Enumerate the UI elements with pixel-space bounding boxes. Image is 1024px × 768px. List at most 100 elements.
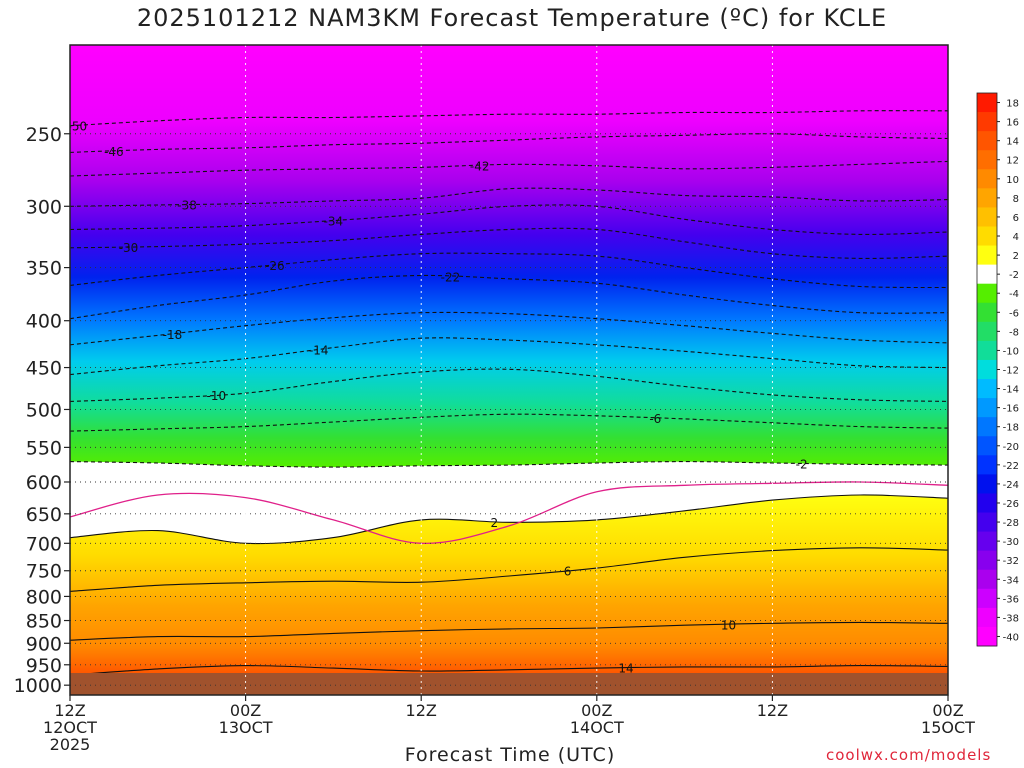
x-tick-label: 14OCT (570, 718, 624, 737)
colorbar-swatch (977, 550, 997, 571)
warm-layer-region (70, 494, 948, 695)
isotherm-contours: -50-46-42-38-34-30-26-22-18-14-10-6-2261… (68, 110, 948, 676)
colorbar-swatch (977, 417, 997, 437)
colorbar-label: 10 (1006, 175, 1019, 186)
colorbar-swatch (977, 321, 997, 342)
y-tick-label: 400 (26, 311, 62, 333)
x-tick-label: 2025 (50, 735, 91, 754)
cold-isotherm-label: -42 (470, 159, 490, 173)
colorbar-label: -8 (1009, 327, 1019, 338)
colorbar-swatch (977, 226, 997, 246)
plot-frame (69, 44, 949, 696)
colorbar-swatch (977, 150, 997, 170)
x-tick-label: 12Z (757, 701, 788, 720)
ground-below-surface (70, 673, 948, 695)
credit-link[interactable]: coolwx.com/models (826, 746, 992, 764)
warm-isotherm-contour (70, 665, 948, 676)
colorbar-swatch (977, 283, 997, 304)
cold-isotherm-label: -34 (324, 215, 344, 229)
colorbar-label: -26 (1003, 499, 1019, 510)
colorbar-label: -12 (1003, 366, 1019, 377)
cold-isotherm-label: -2 (796, 457, 808, 471)
colorbar-swatch (977, 398, 997, 418)
y-tick-label: 600 (26, 472, 62, 494)
zero-degree-line (70, 481, 948, 544)
colorbar-label: -24 (1003, 480, 1019, 491)
cold-isotherm-label: -38 (177, 199, 197, 213)
colorbar: 18 16 14 12 10 8 6 4 2 -2 -4 -6 -8 -10 -12 -14 -16 -18 -20… (976, 92, 1019, 647)
x-tick-label: 15OCT (921, 718, 975, 737)
y-tick-label: 250 (26, 124, 62, 146)
y-tick-label: 950 (26, 655, 62, 677)
warm-isotherm-label: 6 (564, 565, 572, 579)
cold-isotherm-contour (70, 160, 948, 177)
colorbar-swatch (977, 379, 997, 399)
colorbar-swatch (977, 531, 997, 552)
warm-isotherm-contour (70, 494, 948, 545)
warm-isotherm-label: 14 (618, 662, 633, 676)
cold-isotherm-label: -50 (68, 119, 88, 133)
cold-isotherm-label: -10 (207, 389, 227, 403)
chart-title: 2025101212 NAM3KM Forecast Temperature (… (136, 4, 888, 32)
cold-isotherm-contour (70, 337, 948, 376)
y-tick-label: 300 (26, 196, 62, 218)
colorbar-label: -16 (1003, 404, 1019, 415)
colorbar-label: 18 (1006, 99, 1019, 110)
colorbar-label: -36 (1003, 594, 1019, 605)
colorbar-swatch (977, 207, 997, 227)
colorbar-swatch (977, 93, 997, 113)
colorbar-label: 6 (1013, 213, 1019, 224)
x-tick-label: 00Z (581, 701, 612, 720)
colorbar-swatch (977, 436, 997, 456)
y-tick-label: 800 (26, 586, 62, 608)
colorbar-swatch (977, 569, 997, 590)
warm-isotherm-contour (70, 547, 948, 592)
colorbar-label: 8 (1013, 194, 1019, 205)
cold-isotherm-contour (70, 413, 948, 432)
cold-isotherm-label: -18 (163, 328, 183, 342)
y-tick-label: 700 (26, 533, 62, 555)
x-tick-label: 12Z (54, 701, 85, 720)
cold-isotherm-contour (70, 110, 948, 127)
colorbar-swatch (977, 112, 997, 132)
colorbar-label: -2 (1009, 270, 1019, 281)
y-tick-label: 550 (26, 437, 62, 459)
colorbar-label: -20 (1003, 442, 1019, 453)
colorbar-swatch (977, 607, 997, 628)
x-axis-label: Forecast Time (UTC) (404, 744, 616, 766)
colorbar-label: 14 (1006, 137, 1019, 148)
y-tick-label: 900 (26, 633, 62, 655)
cold-isotherm-label: -26 (265, 259, 285, 273)
cold-isotherm-contour (70, 133, 948, 153)
cold-isotherm-label: -30 (119, 241, 139, 255)
colorbar-label: -6 (1009, 308, 1019, 319)
colorbar-swatch (977, 455, 997, 475)
y-tick-label: 450 (26, 358, 62, 380)
colorbar-label: 2 (1013, 251, 1019, 262)
colorbar-label: -22 (1003, 461, 1019, 472)
x-tick-label: 12Z (406, 701, 437, 720)
colorbar-label: 12 (1006, 156, 1019, 167)
cold-isotherm-label: -22 (441, 271, 461, 285)
cold-isotherm-label: -14 (309, 343, 329, 357)
warm-isotherm-label: 10 (721, 618, 736, 632)
y-tick-label: 350 (26, 258, 62, 280)
cold-isotherm-contour (70, 311, 948, 346)
colorbar-swatch (977, 245, 997, 266)
cold-isotherm-label: -6 (649, 412, 661, 426)
colorbar-label: -34 (1003, 575, 1019, 586)
colorbar-swatch (977, 131, 997, 151)
colorbar-label: -38 (1003, 613, 1019, 624)
x-tick-label: 00Z (932, 701, 963, 720)
y-tick-label: 500 (26, 399, 62, 421)
below-freezing-region (70, 45, 948, 468)
cold-isotherm-contour (70, 187, 948, 207)
colorbar-swatch (977, 512, 997, 532)
colorbar-label: -10 (1003, 346, 1019, 357)
colorbar-swatch (977, 302, 997, 323)
colorbar-swatch (977, 264, 997, 285)
colorbar-swatch (977, 169, 997, 189)
cold-isotherm-contour (70, 252, 948, 289)
colorbar-label: -4 (1009, 289, 1019, 300)
